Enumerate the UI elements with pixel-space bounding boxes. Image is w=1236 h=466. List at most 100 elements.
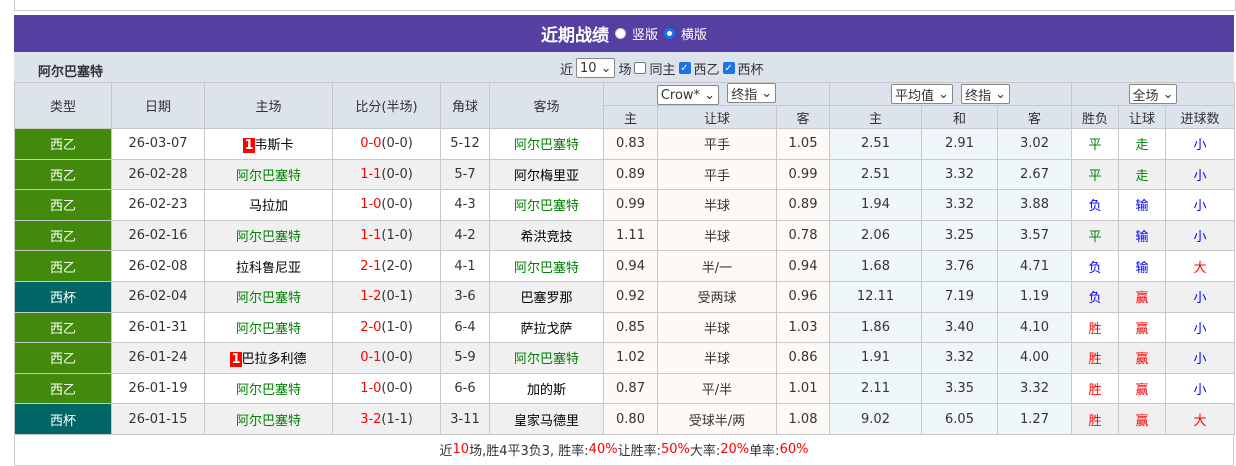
corner-cell: 3-11: [440, 403, 490, 435]
asian-kind-select[interactable]: 终指 ⌄: [727, 83, 777, 103]
league-cell[interactable]: 西杯: [14, 403, 112, 435]
league-cell[interactable]: 西乙: [14, 342, 112, 374]
handicap-result-cell: 输: [1118, 250, 1167, 282]
home-team[interactable]: 拉科鲁尼亚: [204, 250, 333, 282]
euro-away-odds: 2.67: [996, 158, 1073, 191]
handicap-line: 半球: [657, 342, 777, 374]
league-cell[interactable]: 西杯: [14, 280, 112, 313]
away-team[interactable]: 希洪竞技: [489, 219, 604, 252]
home-team[interactable]: 1巴拉多利德: [204, 342, 333, 374]
handicap-result-cell: 赢: [1118, 280, 1167, 313]
company-select[interactable]: Crow* ⌄: [656, 85, 719, 105]
league-cell[interactable]: 西乙: [14, 128, 112, 160]
match-count-select[interactable]: 10 ⌄: [576, 58, 616, 78]
summary-text: 场,胜4平3负3, 胜率:: [469, 444, 589, 460]
handicap-result-cell: 赢: [1118, 311, 1167, 344]
away-team[interactable]: 萨拉戈萨: [489, 311, 604, 344]
goals-result-cell: 大: [1165, 403, 1236, 435]
summary-count: 10: [452, 442, 470, 458]
score-cell[interactable]: 0-0(0-0): [332, 128, 441, 160]
league-cell[interactable]: 西乙: [14, 189, 112, 221]
table-row: 西乙 26-02-28 阿尔巴塞特 1-1(0-0) 5-7 阿尔梅里亚 0.8…: [14, 158, 1236, 191]
corner-cell: 4-3: [440, 189, 490, 221]
chevron-down-icon: ⌄: [937, 86, 949, 102]
corner-cell: 6-4: [440, 311, 490, 344]
corner-cell: 4-1: [440, 250, 490, 282]
league-xibei-checkbox[interactable]: ✓: [722, 62, 735, 74]
score-cell[interactable]: 2-0(1-0): [332, 311, 441, 344]
goals-result-cell: 小: [1165, 128, 1236, 160]
asian-away-odds: 0.86: [776, 342, 830, 374]
result-cell: 胜: [1071, 372, 1120, 405]
league-cell[interactable]: 西乙: [14, 311, 112, 344]
league-cell[interactable]: 西乙: [14, 250, 112, 282]
away-team[interactable]: 阿尔巴塞特: [489, 250, 604, 282]
handicap-line: 半/一: [657, 250, 777, 282]
goals-result-cell: 小: [1165, 158, 1236, 191]
score-cell[interactable]: 1-0(0-0): [332, 189, 441, 221]
subcol: 让球: [1118, 105, 1167, 129]
score-cell[interactable]: 1-1(0-0): [332, 158, 441, 191]
home-team[interactable]: 阿尔巴塞特: [204, 372, 333, 405]
euro-draw-odds: 3.32: [921, 158, 998, 191]
asian-away-odds: 1.03: [776, 311, 830, 344]
corner-cell: 5-9: [440, 342, 490, 374]
col-corner: 角球: [440, 82, 490, 129]
handicap-win-rate: 50%: [660, 442, 690, 458]
home-team[interactable]: 阿尔巴塞特: [204, 219, 333, 252]
away-team[interactable]: 阿尔巴塞特: [489, 128, 604, 160]
horizontal-view-label[interactable]: 横版: [681, 28, 708, 43]
away-team[interactable]: 皇家马德里: [489, 403, 604, 435]
euro-home-odds: 1.91: [829, 342, 922, 374]
euro-home-odds: 1.86: [829, 311, 922, 344]
goals-result-cell: 小: [1165, 280, 1236, 313]
euro-draw-odds: 3.25: [921, 219, 998, 252]
result-cell: 平: [1071, 128, 1120, 160]
away-team[interactable]: 加的斯: [489, 372, 604, 405]
vertical-view-radio[interactable]: [614, 28, 626, 39]
home-team[interactable]: 阿尔巴塞特: [204, 280, 333, 313]
away-team[interactable]: 阿尔梅里亚: [489, 158, 604, 191]
home-team[interactable]: 阿尔巴塞特: [204, 311, 333, 344]
away-team[interactable]: 阿尔巴塞特: [489, 189, 604, 221]
euro-draw-odds: 7.19: [921, 280, 998, 313]
home-team[interactable]: 1韦斯卡: [204, 128, 333, 160]
chevron-down-icon: ⌄: [600, 60, 612, 76]
result-cell: 负: [1071, 280, 1120, 313]
same-home-checkbox[interactable]: [634, 62, 647, 74]
col-date: 日期: [111, 82, 205, 129]
date-cell: 26-02-16: [111, 219, 205, 252]
handicap-line: 半球: [657, 189, 777, 221]
league-xiyi-checkbox[interactable]: ✓: [678, 62, 691, 74]
vertical-view-label[interactable]: 竖版: [631, 28, 658, 43]
win-rate: 40%: [588, 442, 618, 458]
away-team[interactable]: 巴塞罗那: [489, 280, 604, 313]
home-team[interactable]: 阿尔巴塞特: [204, 403, 333, 435]
euro-kind-select[interactable]: 终指 ⌄: [961, 84, 1011, 104]
subcol: 客: [776, 105, 830, 129]
home-team[interactable]: 阿尔巴塞特: [204, 158, 333, 191]
odd-rate: 60%: [779, 442, 809, 458]
result-controls: 全场 ⌄: [1071, 82, 1236, 106]
asian-away-odds: 1.01: [776, 372, 830, 405]
away-team[interactable]: 阿尔巴塞特: [489, 342, 604, 374]
score-cell[interactable]: 3-2(1-1): [332, 403, 441, 435]
horizontal-view-radio[interactable]: [664, 28, 675, 39]
home-team[interactable]: 马拉加: [204, 189, 333, 221]
asian-home-odds: 0.99: [603, 189, 658, 221]
score-cell[interactable]: 1-2(0-1): [332, 280, 441, 313]
league-cell[interactable]: 西乙: [14, 158, 112, 191]
league-cell[interactable]: 西乙: [14, 372, 112, 405]
score-cell[interactable]: 1-0(0-0): [332, 372, 441, 405]
score-cell[interactable]: 1-1(1-0): [332, 219, 441, 252]
score-cell[interactable]: 0-1(0-0): [332, 342, 441, 374]
chevron-down-icon: ⌄: [761, 85, 773, 101]
score-cell[interactable]: 2-1(2-0): [332, 250, 441, 282]
period-select[interactable]: 全场 ⌄: [1128, 84, 1178, 104]
euro-company-select[interactable]: 平均值 ⌄: [890, 84, 953, 104]
handicap-line: 半球: [657, 219, 777, 252]
corner-cell: 5-12: [440, 128, 490, 160]
euro-odds-controls: 平均值 ⌄ 终指 ⌄: [828, 82, 1073, 106]
euro-away-odds: 4.71: [996, 250, 1073, 282]
league-cell[interactable]: 西乙: [14, 219, 112, 252]
